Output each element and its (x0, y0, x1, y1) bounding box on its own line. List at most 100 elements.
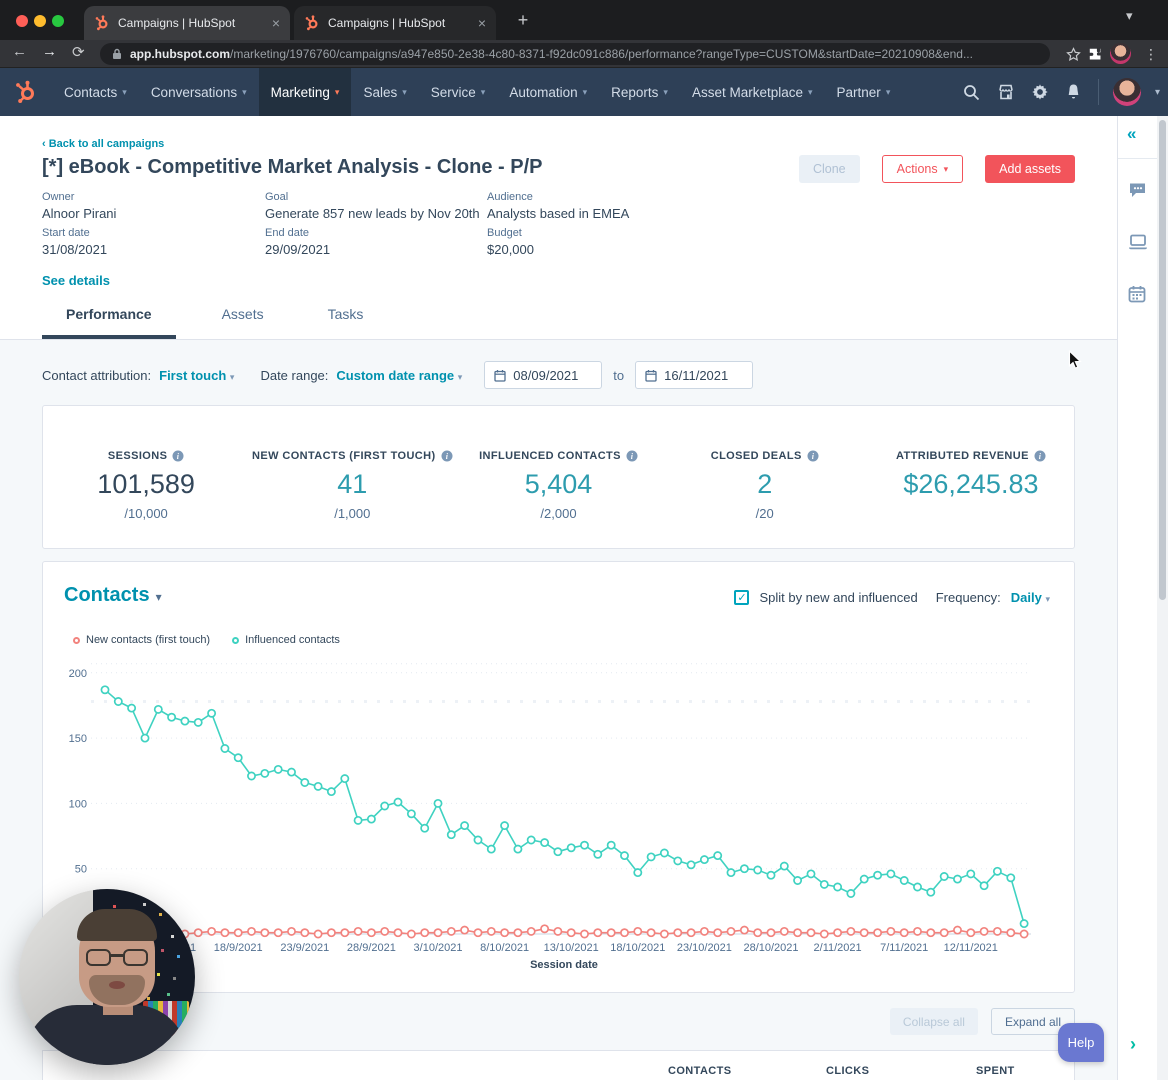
chart-controls: ✓ Split by new and influenced Frequency:… (734, 590, 1050, 605)
calendar-icon (494, 369, 506, 382)
mouse-cursor (1068, 350, 1082, 370)
browser-tab-active[interactable]: Campaigns | HubSpot × (84, 6, 290, 40)
info-icon[interactable]: i (626, 450, 638, 462)
hubspot-nav: Contacts ▾ Conversations ▾ Marketing ▾ Sale… (0, 68, 1168, 116)
collapse-all-button[interactable]: Collapse all (889, 1008, 978, 1035)
nav-item-contacts[interactable]: Contacts ▾ (64, 84, 127, 100)
person-hair (77, 909, 157, 941)
chart-metric-dropdown[interactable]: Contacts ▾ (64, 584, 162, 606)
extensions-puzzle-icon[interactable] (1084, 43, 1106, 65)
marketplace-icon[interactable] (996, 82, 1016, 102)
help-button[interactable]: Help (1058, 1023, 1104, 1062)
back-to-campaigns-link[interactable]: ‹ Back to all campaigns (42, 138, 165, 150)
split-checkbox[interactable]: ✓ (734, 590, 750, 605)
window-close-button[interactable] (16, 15, 28, 27)
user-avatar[interactable] (1112, 78, 1141, 106)
column-header-clicks: CLICKS (826, 1065, 870, 1077)
bookmark-star-icon[interactable] (1062, 43, 1084, 65)
field-owner: Owner Alnoor Pirani (42, 191, 117, 221)
user-menu-caret-icon[interactable]: ▾ (1154, 86, 1160, 98)
tab-close-icon[interactable]: × (271, 15, 280, 31)
svg-text:i: i (631, 452, 634, 461)
settings-gear-icon[interactable] (1030, 82, 1050, 102)
svg-text:150: 150 (69, 733, 87, 745)
date-range-dropdown[interactable]: Custom date range ▾ (336, 367, 463, 383)
nav-item-reports[interactable]: Reports ▾ (611, 84, 668, 100)
contacts-chart-card: 5010015020013/9/202118/9/202123/9/202128… (42, 561, 1075, 993)
campaign-header: ‹ Back to all campaigns [*] eBook - Comp… (0, 116, 1117, 340)
nav-item-marketing[interactable]: Marketing ▾ (258, 68, 352, 116)
info-icon[interactable]: i (807, 450, 819, 462)
split-label: Split by new and influenced (759, 590, 918, 605)
notifications-bell-icon[interactable] (1064, 82, 1084, 102)
calendar-icon[interactable] (1128, 285, 1148, 305)
assets-table: CONTACTS CLICKS SPENT (42, 1050, 1075, 1080)
person-glasses (86, 949, 148, 967)
nav-item-automation[interactable]: Automation ▾ (509, 84, 588, 100)
chevron-down-icon: ▾ (943, 163, 949, 174)
svg-text:28/10/2021: 28/10/2021 (743, 942, 798, 954)
page-scrollbar[interactable] (1157, 116, 1168, 1080)
campaign-tabs: Performance Assets Tasks (42, 306, 387, 339)
legend-dot-salmon (73, 636, 80, 644)
forward-button[interactable]: → (42, 43, 57, 60)
nav-item-partner[interactable]: Partner ▾ (836, 84, 891, 100)
window-minimize-button[interactable] (34, 15, 46, 27)
metric-attributed-revenue: ATTRIBUTED REVENUE i $26,245.83 (868, 406, 1074, 548)
new-tab-button[interactable]: + (517, 10, 529, 30)
collapse-panel-icon[interactable]: « (1127, 124, 1137, 143)
see-details-link[interactable]: See details (42, 273, 110, 288)
svg-text:200: 200 (69, 668, 87, 680)
url-bar[interactable]: app.hubspot.com /marketing/1976760/campa… (100, 43, 1050, 65)
nav-item-service[interactable]: Service ▾ (430, 84, 486, 100)
nav-item-conversations[interactable]: Conversations ▾ (150, 84, 247, 100)
search-icon[interactable] (962, 82, 982, 102)
svg-text:100: 100 (69, 798, 87, 810)
nav-item-asset-marketplace[interactable]: Asset Marketplace ▾ (691, 84, 813, 100)
comments-icon[interactable] (1128, 182, 1148, 202)
metrics-summary-card: SESSIONS i 101,589 /10,000 NEW CONTACTS (… (42, 405, 1075, 549)
expand-panel-chevron-icon[interactable]: › (1130, 1034, 1136, 1054)
reload-button[interactable]: ⟳ (72, 44, 85, 61)
pegboard-items (112, 905, 116, 908)
field-end-date: End date 29/09/2021 (265, 227, 331, 257)
end-date-input[interactable]: 16/11/2021 (635, 361, 754, 389)
actions-button[interactable]: Actions ▾ (881, 155, 964, 183)
browser-toolbar: ← → ⟳ app.hubspot.com /marketing/1976760… (0, 40, 1168, 68)
url-domain: app.hubspot.com (130, 47, 230, 61)
tab-close-icon[interactable]: × (477, 15, 486, 31)
svg-text:i: i (1039, 452, 1042, 461)
chevron-down-icon: ▾ (155, 590, 162, 604)
info-icon[interactable]: i (172, 450, 184, 462)
frequency-dropdown[interactable]: Daily ▾ (1010, 590, 1050, 605)
hubspot-logo[interactable] (0, 68, 52, 116)
window-zoom-button[interactable] (52, 15, 64, 27)
legend-influenced-contacts[interactable]: Influenced contacts (232, 634, 340, 646)
scrollbar-thumb[interactable] (1159, 120, 1166, 600)
legend-new-contacts[interactable]: New contacts (first touch) (73, 634, 210, 646)
info-icon[interactable]: i (1034, 450, 1046, 462)
info-icon[interactable]: i (441, 450, 453, 462)
hubspot-favicon (95, 15, 108, 31)
browser-tab-inactive[interactable]: Campaigns | HubSpot × (294, 6, 496, 40)
clone-button[interactable]: Clone (798, 155, 860, 183)
browser-profile-avatar[interactable] (1110, 43, 1131, 64)
metric-closed-deals: CLOSED DEALS i 2 /20 (662, 406, 868, 548)
tab-performance[interactable]: Performance (42, 306, 176, 339)
svg-text:18/9/2021: 18/9/2021 (214, 942, 263, 954)
tab-search-chevron-icon[interactable]: ▾ (1126, 8, 1133, 23)
column-header-spent: SPENT (976, 1065, 1015, 1077)
laptop-icon[interactable] (1128, 234, 1148, 254)
nav-item-sales[interactable]: Sales ▾ (363, 84, 407, 100)
tab-assets[interactable]: Assets (221, 306, 264, 322)
attribution-dropdown[interactable]: First touch ▾ (159, 367, 235, 383)
start-date-input[interactable]: 08/09/2021 (484, 361, 603, 389)
chart-legend: New contacts (first touch) Influenced co… (73, 634, 340, 646)
add-assets-button[interactable]: Add assets (985, 155, 1075, 183)
back-button[interactable]: ← (12, 43, 27, 60)
browser-menu-icon[interactable]: ⋮ (1144, 45, 1158, 62)
metric-influenced-contacts: INFLUENCED CONTACTS i 5,404 /2,000 (455, 406, 661, 548)
svg-text:i: i (177, 452, 180, 461)
tab-tasks[interactable]: Tasks (327, 306, 364, 322)
